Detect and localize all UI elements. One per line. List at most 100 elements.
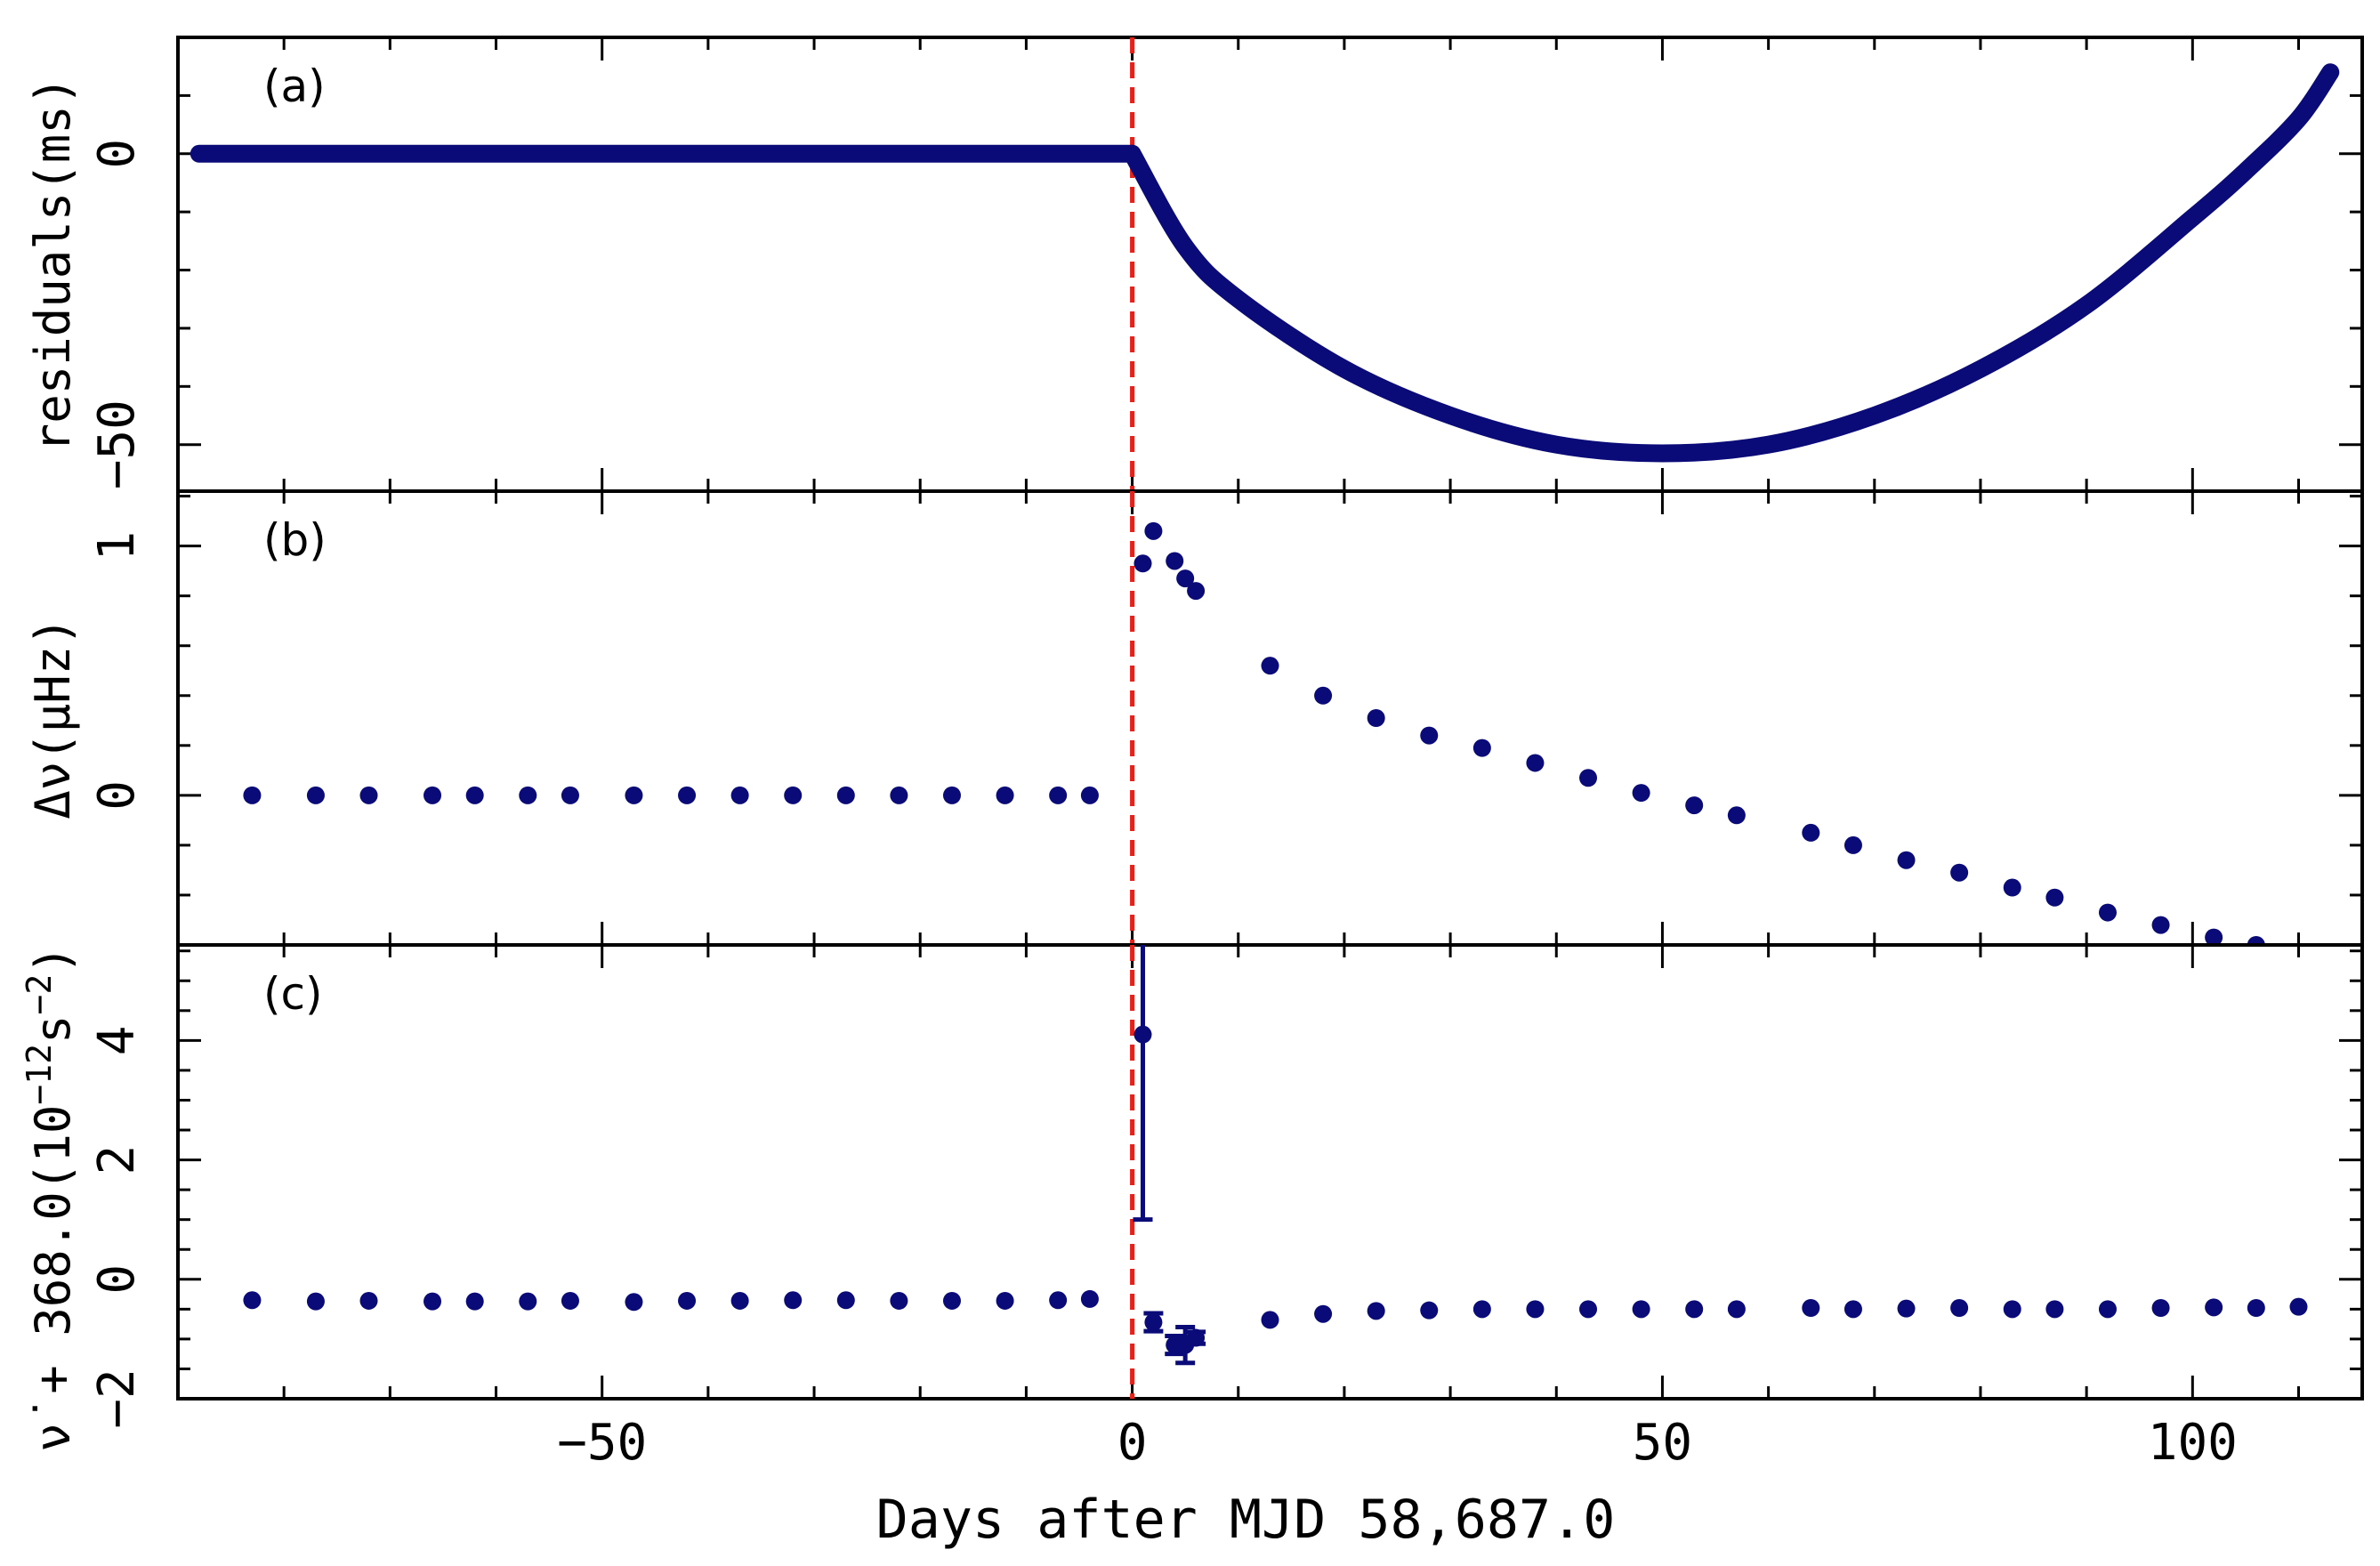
- data-point: [1632, 784, 1650, 803]
- data-point: [1144, 521, 1163, 540]
- data-point: [1685, 796, 1704, 815]
- data-point: [1049, 1291, 1068, 1310]
- data-point: [2045, 888, 2064, 907]
- panel-label: (b): [263, 514, 327, 566]
- y-axis-label: residuals(ms): [25, 77, 81, 453]
- data-point: [2003, 1300, 2021, 1319]
- data-point: [1166, 552, 1184, 570]
- panel-frame: [176, 943, 2364, 1401]
- y-tick-label: 0: [88, 139, 146, 169]
- data-point: [1843, 835, 1862, 854]
- data-point: [2205, 1298, 2223, 1317]
- panel-c: 420−2ν̇ + 368.0(10−12s−2)(c)−50 0 50 100: [20, 943, 2364, 1472]
- data-point: [1802, 1299, 1820, 1317]
- y-axis-label: Δν(μHz): [25, 617, 81, 819]
- data-point: [1080, 1289, 1099, 1308]
- data-point: [519, 1292, 537, 1311]
- data-point: [1685, 1300, 1704, 1319]
- data-point: [1950, 863, 1969, 882]
- data-point: [1579, 769, 1598, 787]
- data-point: [1526, 1300, 1545, 1319]
- data-point: [243, 786, 262, 804]
- data-point: [2205, 928, 2223, 945]
- data-point: [996, 786, 1014, 804]
- data-point: [1367, 709, 1385, 727]
- data-point: [1080, 786, 1099, 804]
- y-tick-label: 1: [88, 531, 146, 561]
- data-point: [2247, 1299, 2265, 1317]
- data-point: [942, 1291, 961, 1310]
- data-point: [1802, 823, 1820, 842]
- data-point: [519, 786, 537, 804]
- data-point: [1420, 1301, 1439, 1320]
- data-point: [1472, 1300, 1491, 1319]
- data-point: [942, 786, 961, 804]
- data-point: [1261, 1311, 1279, 1329]
- data-point: [2045, 1300, 2064, 1319]
- y-tick-label: −2: [88, 1368, 146, 1428]
- data-point: [243, 1291, 262, 1310]
- data-point: [1579, 1300, 1598, 1319]
- data-point: [836, 1291, 855, 1310]
- x-tick-label: 50: [1633, 1414, 1692, 1472]
- data-point: [784, 1291, 803, 1310]
- data-point: [1727, 806, 1746, 825]
- data-point: [1420, 726, 1439, 745]
- data-point: [2098, 903, 2117, 922]
- data-point: [306, 1292, 325, 1311]
- panel-frame: [176, 489, 2364, 947]
- residuals-post-glitch: [1123, 63, 2340, 463]
- data-point: [784, 786, 803, 804]
- data-point: [1897, 851, 1916, 869]
- data-point: [2289, 1297, 2308, 1316]
- data-point: [561, 786, 579, 804]
- data-point: [836, 786, 855, 804]
- data-point: [359, 1291, 378, 1310]
- data-point: [625, 1293, 643, 1312]
- data-point: [465, 786, 484, 804]
- y-axis-label: ν̇ + 368.0(10−12s−2): [20, 945, 81, 1452]
- data-point: [424, 1292, 442, 1311]
- y-axis-label-part: ): [25, 945, 81, 974]
- data-point: [561, 1291, 579, 1310]
- data-point: [1727, 1300, 1746, 1319]
- x-tick-label: 0: [1117, 1414, 1148, 1472]
- data-point: [424, 786, 442, 804]
- data-point: [1187, 582, 1206, 601]
- data-point: [1367, 1302, 1385, 1320]
- data-point: [2098, 1300, 2117, 1319]
- data-point: [1134, 1025, 1152, 1044]
- data-point: [1314, 686, 1333, 705]
- data-point: [890, 786, 908, 804]
- y-tick-label: 0: [88, 780, 146, 811]
- data-point: [359, 786, 378, 804]
- y-tick-label: 2: [88, 1145, 146, 1175]
- data-point: [730, 786, 749, 804]
- panel-label: (c): [263, 968, 323, 1020]
- panel-label: (a): [263, 61, 326, 112]
- data-point: [678, 786, 697, 804]
- data-point: [1187, 1328, 1206, 1347]
- data-layer: [243, 491, 2265, 945]
- x-tick-label: 100: [2148, 1414, 2238, 1472]
- y-tick-label: 0: [88, 1264, 146, 1295]
- data-point: [1632, 1300, 1650, 1319]
- data-point: [1314, 1304, 1333, 1323]
- data-layer: [243, 945, 2308, 1399]
- data-point: [996, 1291, 1014, 1310]
- data-point: [1897, 1299, 1916, 1318]
- data-point: [890, 1291, 908, 1310]
- data-point: [1134, 554, 1152, 573]
- data-point: [1843, 1300, 1862, 1319]
- data-point: [1472, 739, 1491, 757]
- x-tick-label: −50: [557, 1414, 647, 1472]
- y-tick-label: −50: [88, 400, 146, 489]
- data-point: [1144, 1313, 1163, 1332]
- y-axis-label-part: −2: [20, 974, 59, 1015]
- data-point: [625, 786, 643, 804]
- x-axis-label: Days after MJD 58,687.0: [876, 1489, 1616, 1551]
- y-axis-label-part: −12: [20, 1044, 59, 1105]
- data-point: [2003, 878, 2021, 897]
